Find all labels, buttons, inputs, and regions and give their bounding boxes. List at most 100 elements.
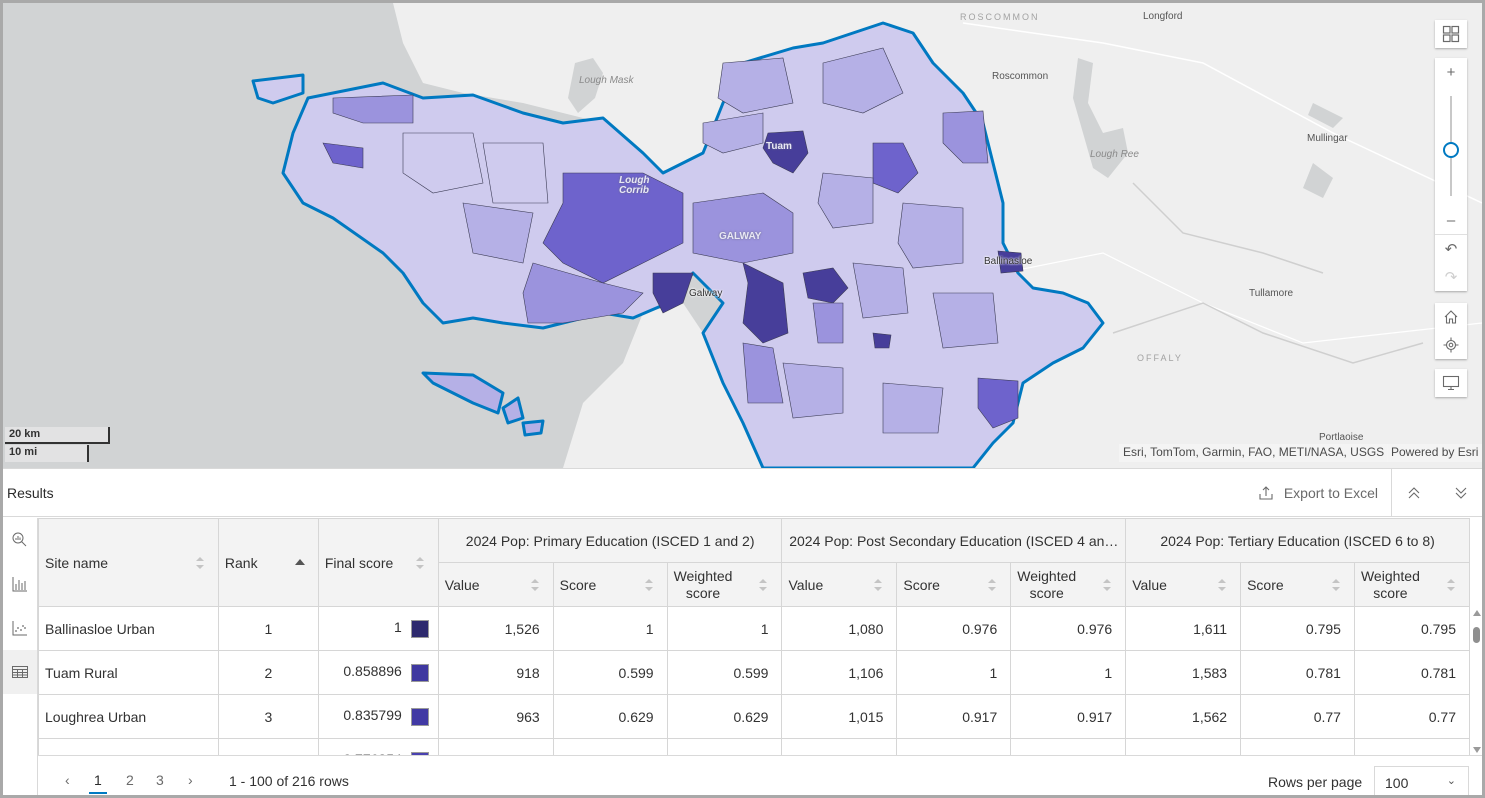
column-header-postsec-value[interactable]: Value [781, 562, 898, 607]
basemap-gallery-group [1435, 20, 1467, 48]
score-color-swatch [410, 751, 429, 755]
cell-final-score: 1 [317, 606, 439, 651]
page-1-button[interactable]: 1 [89, 772, 107, 794]
table-row[interactable]: Ballinasloe Urban 1 1 1,526 1 1 1,080 0.… [38, 606, 1470, 651]
redo-icon: ↷ [1444, 269, 1458, 286]
scatter-plot-icon [12, 621, 27, 636]
undo-extent-button[interactable]: ↶ [1435, 235, 1467, 263]
cell-postsec-weighted: 1 [1010, 650, 1127, 695]
label-portlaoise: Portlaoise [1319, 432, 1364, 443]
page-2-button[interactable]: 2 [126, 772, 134, 788]
score-color-swatch [410, 619, 429, 638]
label-galway-county: GALWAY [719, 231, 762, 242]
column-header-tertiary-score[interactable]: Score [1240, 562, 1355, 607]
table-row[interactable]: Tuam Rural 2 0.858896 918 0.599 0.599 1,… [38, 650, 1470, 695]
scrollbar-thumb[interactable] [1473, 627, 1480, 643]
sort-icon [1103, 578, 1112, 591]
sort-icon [1331, 578, 1340, 591]
column-label: Value [788, 576, 824, 593]
column-label: Rank [224, 554, 258, 571]
table-row[interactable]: Loughrea Urban 3 0.835799 963 0.629 0.62… [38, 694, 1470, 739]
previous-page-button[interactable]: ‹ [65, 772, 70, 788]
label-roscommon-county: ROSCOMMON [960, 12, 1040, 22]
zoom-in-button[interactable]: + [1435, 58, 1467, 86]
scroll-down-arrow-icon[interactable] [1473, 747, 1481, 753]
column-header-primary-weighted[interactable]: Weighted score [666, 562, 783, 607]
table-vertical-scrollbar[interactable] [1472, 608, 1482, 755]
collapse-panel-button[interactable] [1447, 479, 1475, 507]
map-view[interactable]: ROSCOMMON Longford Roscommon Lough Mask … [3, 3, 1482, 468]
label-mullingar: Mullingar [1307, 133, 1348, 144]
undo-icon: ↶ [1444, 241, 1458, 258]
column-header-rank[interactable]: Rank [217, 518, 319, 607]
page-3-button[interactable]: 3 [156, 772, 164, 788]
results-title: Results [7, 485, 54, 501]
zoom-slider[interactable] [1435, 86, 1467, 206]
zoom-control-group: + – ↶ ↷ [1435, 58, 1467, 291]
scale-bar-km: 20 km [5, 427, 110, 444]
next-page-button[interactable]: › [188, 772, 193, 788]
locate-button[interactable] [1435, 331, 1467, 359]
cell-primary-weighted: 0.629 [666, 694, 783, 739]
rows-per-page-label: Rows per page [1268, 774, 1363, 790]
label-ballinasloe: Ballinasloe [984, 256, 1033, 267]
sort-ascending-icon [294, 557, 305, 569]
column-header-postsec-score[interactable]: Score [896, 562, 1012, 607]
cell-rank: 2 [217, 650, 319, 695]
rows-per-page-value: 100 [1385, 775, 1409, 791]
basemap-gallery-button[interactable] [1435, 20, 1467, 48]
label-galway: Galway [689, 288, 723, 299]
cell-postsec-score: 0.976 [896, 606, 1012, 651]
header-divider [1391, 469, 1392, 517]
column-label: Score [559, 576, 597, 593]
column-header-primary-value[interactable]: Value [437, 562, 554, 607]
column-header-site-name[interactable]: Site name [38, 518, 219, 607]
tool-scatter-plot[interactable] [3, 606, 37, 650]
results-view-toolbar [3, 518, 38, 795]
cell-postsec-weighted: 0.976 [1010, 606, 1127, 651]
expand-panel-button[interactable] [1400, 479, 1428, 507]
tool-table[interactable] [3, 650, 37, 694]
tool-bar-chart[interactable] [3, 562, 37, 606]
redo-extent-button[interactable]: ↷ [1435, 263, 1467, 291]
plus-icon: + [1446, 63, 1456, 81]
label-offaly: OFFALY [1137, 353, 1183, 363]
cell-primary-value: 918 [437, 650, 554, 695]
cell-postsec-score: 0.791 [896, 738, 1012, 755]
cell-tertiary-weighted: 0.781 [1353, 650, 1470, 695]
home-button[interactable] [1435, 303, 1467, 331]
table-row[interactable]: Athenry 4 0.776854 691 0.449 0.449 876 0… [38, 738, 1470, 755]
fullscreen-button[interactable] [1435, 369, 1467, 397]
rows-per-page-select[interactable]: 100 ⌄ [1374, 766, 1469, 795]
cell-tertiary-value: 1,845 [1125, 738, 1242, 755]
map-attribution[interactable]: Esri, TomTom, Garmin, FAO, METI/NASA, US… [1119, 444, 1389, 462]
label-tullamore: Tullamore [1249, 288, 1294, 299]
column-header-tertiary-weighted[interactable]: Weighted score [1353, 562, 1470, 607]
column-header-tertiary-value[interactable]: Value [1125, 562, 1242, 607]
cell-primary-weighted: 1 [666, 606, 783, 651]
table-icon [12, 666, 28, 678]
label-tuam: Tuam [766, 141, 792, 152]
fullscreen-group [1435, 369, 1467, 397]
column-label: Weighted score [1017, 567, 1077, 601]
column-header-postsec-weighted[interactable]: Weighted score [1010, 562, 1127, 607]
column-header-primary-score[interactable]: Score [552, 562, 668, 607]
column-label: Weighted score [673, 567, 733, 601]
export-to-excel-button[interactable]: Export to Excel [1258, 477, 1378, 509]
powered-by-esri[interactable]: Powered by Esri [1387, 444, 1482, 462]
label-longford: Longford [1143, 11, 1183, 22]
zoom-slider-handle[interactable] [1443, 142, 1459, 158]
navigation-group [1435, 303, 1467, 359]
column-header-final-score[interactable]: Final score [317, 518, 439, 607]
scroll-up-arrow-icon[interactable] [1473, 610, 1481, 616]
cell-postsec-weighted: 0.791 [1010, 738, 1127, 755]
cell-postsec-value: 1,080 [781, 606, 898, 651]
cell-tertiary-value: 1,583 [1125, 650, 1242, 695]
tool-explore[interactable] [3, 518, 37, 562]
cell-tertiary-value: 1,562 [1125, 694, 1242, 739]
basemap-gallery-icon [1442, 25, 1460, 43]
zoom-out-button[interactable]: – [1435, 206, 1467, 234]
export-label: Export to Excel [1283, 485, 1378, 501]
cell-postsec-score: 0.917 [896, 694, 1012, 739]
cell-tertiary-weighted: 0.795 [1353, 606, 1470, 651]
